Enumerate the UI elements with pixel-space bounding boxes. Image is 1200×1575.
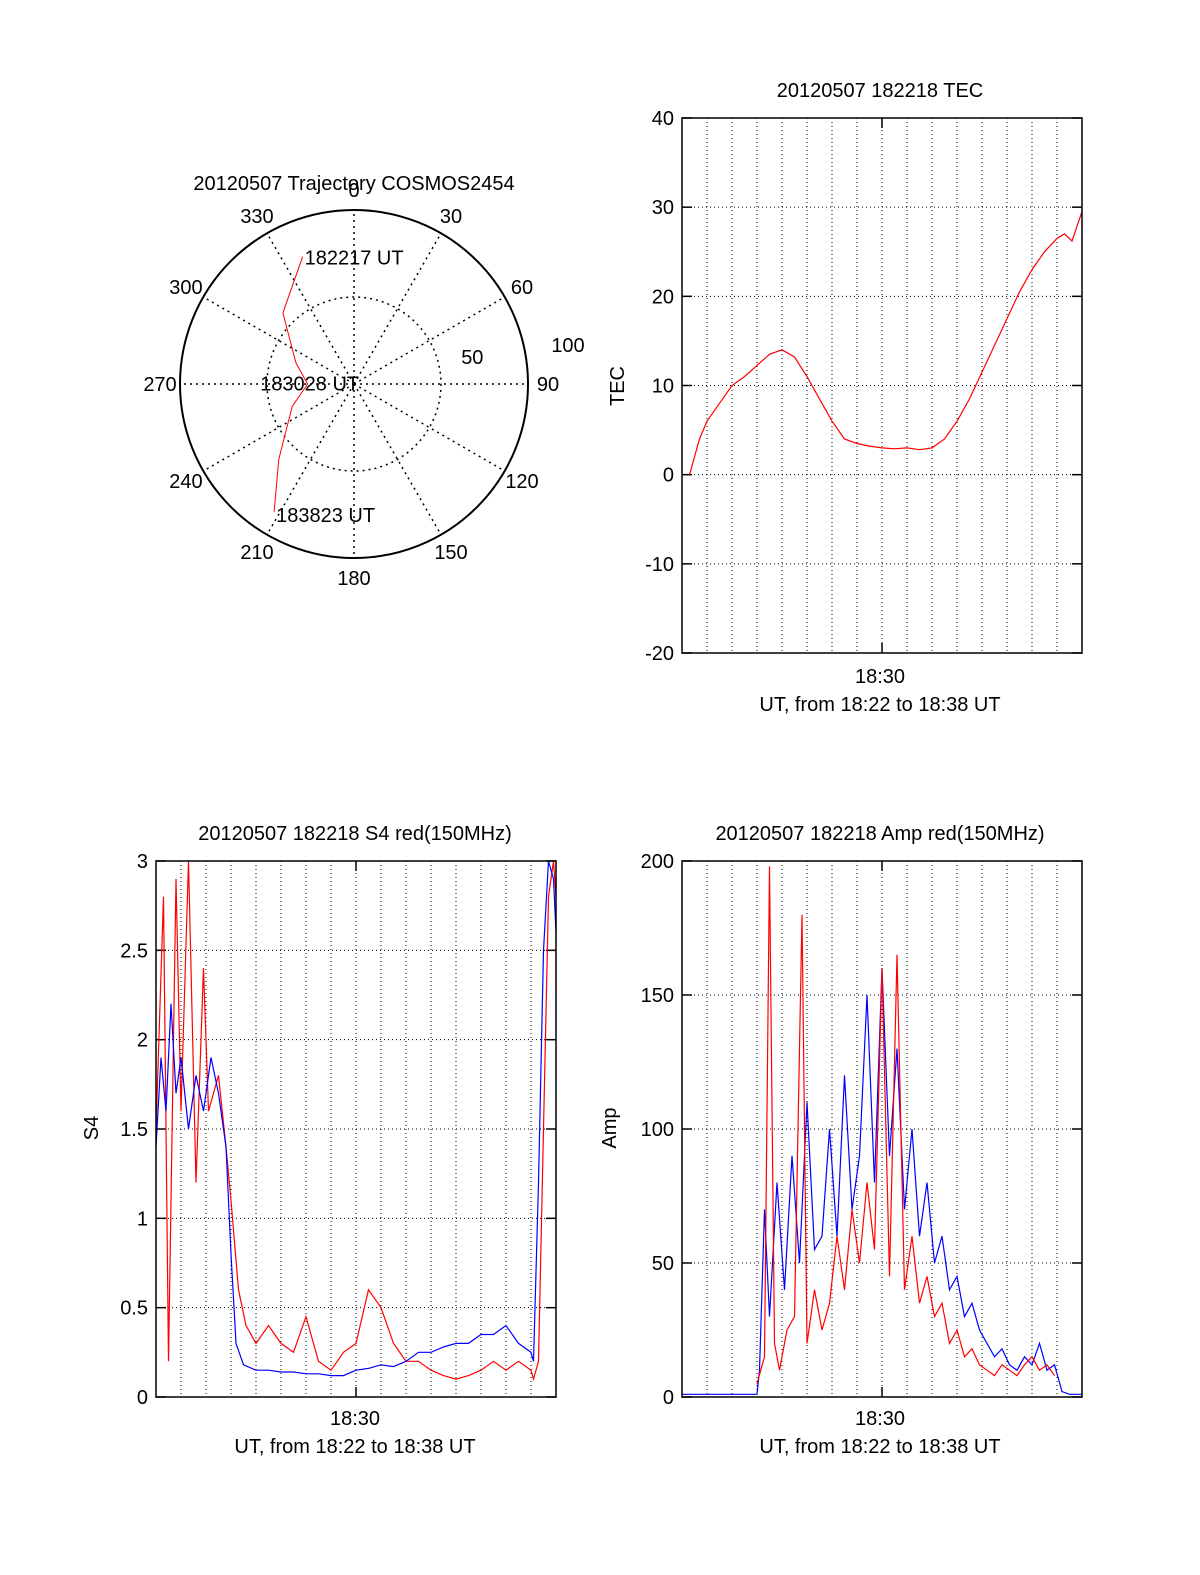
y-tick-label: 10 (652, 376, 674, 398)
amp-xtick-label: 18:30 (855, 1408, 905, 1430)
p3-grid (682, 860, 1082, 1398)
polar-azimuth-label: 30 (440, 206, 462, 228)
tec-xlabel: UT, from 18:22 to 18:38 UT (759, 694, 1000, 716)
y-tick-label: 50 (652, 1253, 674, 1275)
polar-start-label: 182217 UT (305, 248, 404, 270)
polar-azimuth-label: 210 (240, 542, 273, 564)
y-tick-label: 1.5 (120, 1119, 148, 1141)
p2-series-red (155, 860, 557, 1382)
polar-grid (179, 209, 529, 559)
y-tick-label: 0 (663, 465, 674, 487)
s4-ylabel: S4 (81, 1116, 103, 1140)
polar-spoke (353, 232, 442, 385)
s4-xlabel: UT, from 18:22 to 18:38 UT (234, 1436, 475, 1458)
polar-end-label: 183823 UT (276, 505, 375, 527)
polar-azimuth-label: 300 (169, 277, 202, 299)
p3-series-red (756, 866, 1055, 1384)
p1-grid (682, 117, 1082, 654)
amp-title: 20120507 182218 Amp red(150MHz) (715, 823, 1044, 845)
polar-outer-circle (179, 209, 529, 559)
p2-series-blue (155, 860, 557, 1377)
y-tick-label: 0.5 (120, 1298, 148, 1320)
polar-azimuth-label: 150 (434, 542, 467, 564)
polar-trajectory-plot: 20120507 Trajectory COSMOS2454 0 30 60 90 12… (143, 173, 584, 590)
s4-title: 20120507 182218 S4 red(150MHz) (198, 823, 512, 845)
polar-spoke (353, 296, 506, 385)
polar-azimuth-label: 270 (143, 374, 176, 396)
polar-azimuth-labels: 0 30 60 90 120 150 180 210 240 270 300 330 (143, 180, 559, 590)
s4-panel: 20120507 182218 S4 red(150MHz) S4 18:30 … (81, 823, 557, 1458)
p2-frame (155, 860, 557, 1398)
s4-xtick-label: 18:30 (330, 1408, 380, 1430)
polar-azimuth-label: 240 (169, 471, 202, 493)
polar-spoke (353, 383, 442, 536)
p2-grid (156, 860, 556, 1398)
polar-azimuth-label: 180 (337, 568, 370, 590)
y-tick-label: 2 (137, 1030, 148, 1052)
p1-series-red (688, 211, 1083, 475)
tec-title: 20120507 182218 TEC (777, 80, 983, 102)
y-tick-label: 20 (652, 286, 674, 308)
amp-xlabel: UT, from 18:22 to 18:38 UT (759, 1436, 1000, 1458)
amp-panel: 20120507 182218 Amp red(150MHz) Amp 18:3… (599, 823, 1083, 1458)
polar-title: 20120507 Trajectory COSMOS2454 (193, 173, 514, 195)
y-tick-label: 200 (641, 851, 674, 873)
p1-frame (681, 117, 1083, 654)
tec-panel: 20120507 182218 TEC TEC 18:30 UT, from 1… (607, 80, 1083, 716)
polar-spoke (202, 296, 355, 385)
polar-azimuth-label: 90 (537, 374, 559, 396)
y-tick-label: 40 (652, 108, 674, 130)
polar-azimuth-label: 330 (240, 206, 273, 228)
amp-ylabel: Amp (599, 1107, 621, 1148)
y-tick-label: 100 (641, 1119, 674, 1141)
polar-spoke (202, 383, 355, 472)
p3-frame (681, 860, 1083, 1398)
y-tick-label: 3 (137, 851, 148, 873)
polar-azimuth-label: 60 (511, 277, 533, 299)
y-tick-label: 2.5 (120, 940, 148, 962)
polar-track-line (273, 256, 309, 512)
tec-ylabel: TEC (607, 366, 629, 406)
y-tick-label: -10 (645, 554, 674, 576)
polar-mid-label: 183028 UT (260, 373, 359, 395)
y-tick-label: 30 (652, 197, 674, 219)
y-tick-label: 1 (137, 1208, 148, 1230)
tec-xtick-label: 18:30 (855, 666, 905, 688)
y-tick-label: 0 (663, 1387, 674, 1409)
polar-spoke (266, 232, 355, 385)
polar-radial-label-100: 100 (551, 335, 584, 357)
polar-radial-label-50: 50 (461, 347, 483, 369)
polar-spoke (353, 383, 506, 472)
y-tick-label: -20 (645, 643, 674, 665)
polar-azimuth-label: 120 (505, 471, 538, 493)
polar-inner-circle (266, 296, 442, 472)
y-tick-label: 0 (137, 1387, 148, 1409)
polar-azimuth-label: 0 (348, 180, 359, 202)
y-tick-label: 150 (641, 985, 674, 1007)
polar-spoke (266, 383, 355, 536)
